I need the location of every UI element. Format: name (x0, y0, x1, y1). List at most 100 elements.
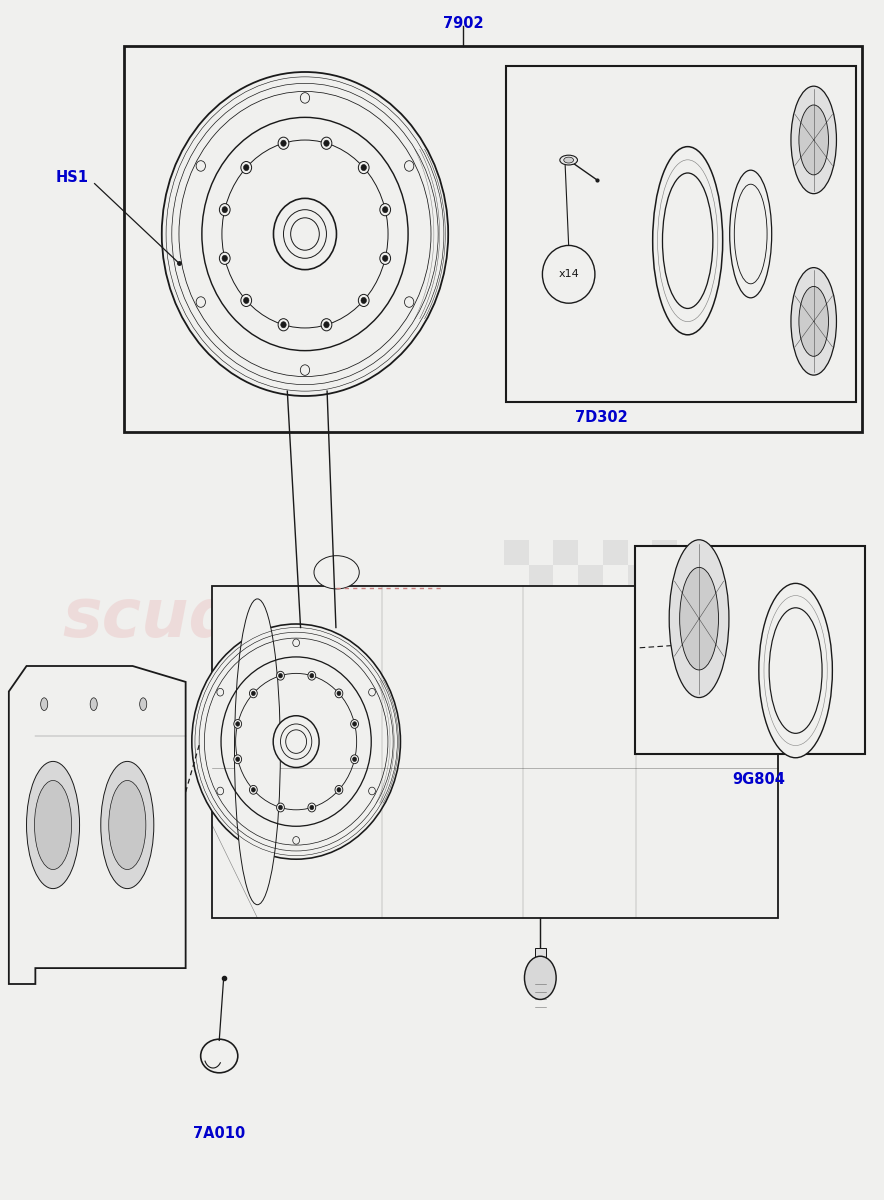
Ellipse shape (196, 161, 205, 172)
Ellipse shape (293, 836, 300, 845)
Ellipse shape (353, 757, 356, 762)
Ellipse shape (308, 803, 316, 812)
Ellipse shape (524, 956, 556, 1000)
Ellipse shape (162, 72, 448, 396)
Ellipse shape (236, 757, 240, 762)
Ellipse shape (735, 185, 767, 283)
Ellipse shape (309, 805, 314, 810)
Ellipse shape (278, 137, 289, 149)
Ellipse shape (680, 568, 719, 670)
Ellipse shape (730, 698, 758, 738)
Bar (553, 640, 578, 664)
Ellipse shape (236, 721, 240, 726)
Ellipse shape (278, 319, 289, 331)
Bar (603, 589, 628, 614)
Bar (652, 689, 677, 713)
Ellipse shape (309, 673, 314, 678)
Ellipse shape (249, 689, 257, 697)
Bar (603, 540, 628, 565)
Bar (578, 565, 603, 589)
Bar (212, 586, 778, 918)
Ellipse shape (324, 322, 329, 328)
Ellipse shape (233, 755, 241, 763)
Ellipse shape (240, 294, 252, 306)
Ellipse shape (219, 204, 230, 216)
Ellipse shape (335, 786, 343, 794)
Ellipse shape (284, 210, 326, 258)
Ellipse shape (383, 256, 388, 262)
Bar (578, 614, 603, 640)
Bar (504, 689, 529, 713)
Ellipse shape (383, 206, 388, 212)
Bar (635, 546, 865, 754)
Ellipse shape (652, 146, 723, 335)
Ellipse shape (286, 730, 307, 754)
Ellipse shape (335, 689, 343, 697)
Ellipse shape (351, 720, 359, 728)
Ellipse shape (669, 540, 729, 697)
Ellipse shape (240, 162, 252, 174)
Ellipse shape (361, 298, 367, 304)
Text: HS1: HS1 (56, 170, 89, 185)
Ellipse shape (321, 137, 332, 149)
Bar (535, 948, 545, 978)
Ellipse shape (369, 689, 376, 696)
Ellipse shape (308, 671, 316, 680)
Bar (652, 640, 677, 664)
Text: 7D302: 7D302 (575, 410, 628, 425)
Ellipse shape (201, 1039, 238, 1073)
Bar (652, 540, 677, 565)
Ellipse shape (34, 780, 72, 870)
Bar (578, 664, 603, 689)
Ellipse shape (278, 805, 283, 810)
Ellipse shape (321, 319, 332, 331)
Ellipse shape (281, 140, 286, 146)
Bar (553, 589, 578, 614)
Ellipse shape (277, 803, 285, 812)
Ellipse shape (273, 715, 319, 768)
Ellipse shape (358, 162, 370, 174)
Ellipse shape (729, 170, 772, 298)
Ellipse shape (799, 287, 828, 356)
Ellipse shape (243, 298, 249, 304)
Bar (553, 540, 578, 565)
Ellipse shape (140, 698, 147, 710)
Ellipse shape (234, 599, 280, 905)
Text: car: car (35, 662, 96, 701)
Ellipse shape (337, 787, 341, 792)
Polygon shape (9, 666, 186, 984)
Ellipse shape (791, 268, 836, 376)
Ellipse shape (324, 140, 329, 146)
Ellipse shape (233, 720, 241, 728)
Bar (628, 664, 652, 689)
Text: x14: x14 (559, 269, 579, 280)
Ellipse shape (291, 217, 319, 251)
Ellipse shape (243, 164, 249, 170)
Ellipse shape (560, 155, 577, 164)
Ellipse shape (280, 724, 312, 760)
Ellipse shape (314, 556, 359, 589)
Ellipse shape (351, 755, 359, 763)
Ellipse shape (273, 198, 337, 270)
Bar (506, 66, 856, 402)
Ellipse shape (251, 787, 255, 792)
Ellipse shape (278, 673, 283, 678)
Bar (529, 565, 553, 589)
Ellipse shape (380, 204, 391, 216)
Ellipse shape (758, 583, 833, 757)
Ellipse shape (769, 607, 822, 733)
Bar (553, 689, 578, 713)
Ellipse shape (90, 698, 97, 710)
Bar (603, 640, 628, 664)
Bar (529, 614, 553, 640)
Bar (529, 664, 553, 689)
Ellipse shape (293, 638, 300, 647)
Bar (628, 565, 652, 589)
Bar (628, 614, 652, 640)
Bar (504, 589, 529, 614)
Ellipse shape (405, 296, 414, 307)
Text: 7A010: 7A010 (193, 1127, 246, 1141)
Text: scuderia: scuderia (62, 584, 382, 650)
Ellipse shape (27, 762, 80, 888)
Ellipse shape (101, 762, 154, 888)
